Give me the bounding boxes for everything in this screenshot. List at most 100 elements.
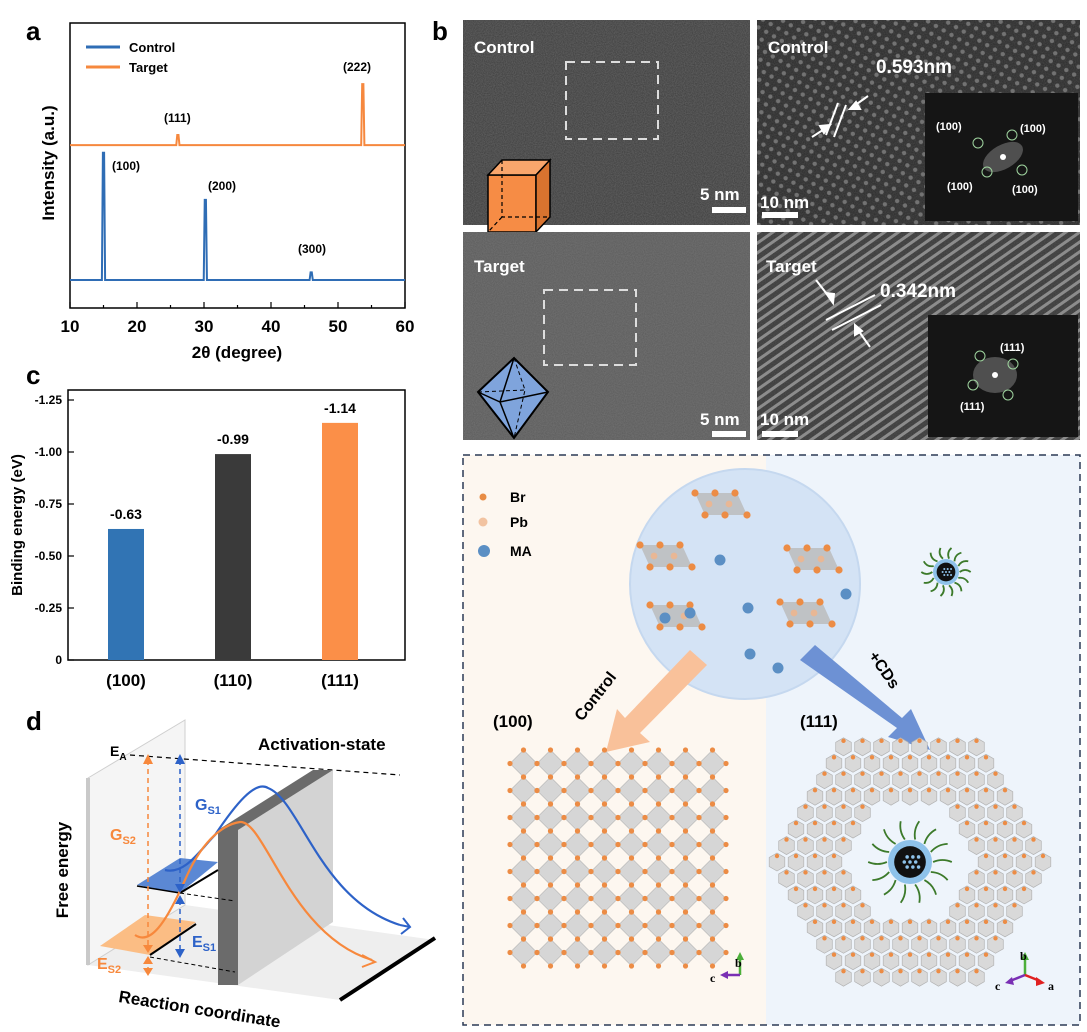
bar-111 [322, 422, 358, 660]
br-atom [812, 886, 818, 892]
pbbr6-octahedron [977, 819, 995, 839]
br-atom [601, 909, 608, 915]
peak-label: (100) [112, 159, 140, 173]
br-atom [964, 919, 970, 925]
br-atom [696, 895, 702, 902]
br-atom [547, 747, 554, 753]
pbbr6-octahedron [768, 852, 786, 872]
pbbr6-octahedron [996, 852, 1014, 872]
graphitic-ring [944, 570, 948, 574]
ma-molecule [772, 662, 784, 674]
pbbr6-octahedron [1006, 901, 1023, 921]
br-atom [806, 620, 814, 628]
scale-bar [712, 207, 746, 213]
br-atom [926, 787, 932, 793]
ma-molecule [742, 602, 754, 614]
br-atom [507, 787, 513, 794]
br-atom [776, 598, 784, 606]
br-atom [1040, 853, 1046, 859]
svg-text:a: a [1048, 979, 1054, 993]
br-atom [520, 747, 527, 753]
ligand-chain [867, 861, 888, 865]
pb-atom [725, 500, 733, 508]
pbbr6-octahedron [873, 967, 890, 987]
br-atom [964, 755, 970, 760]
br-atom [831, 755, 837, 760]
br-atom [879, 968, 884, 974]
pbbr6-octahedron [797, 869, 814, 888]
fft-label: (100) [1020, 123, 1046, 135]
pbbr6-octahedron [825, 885, 843, 905]
scale-bar-label: 5 nm [700, 185, 740, 204]
br-atom [955, 968, 960, 974]
br-atom [655, 774, 662, 780]
br-atom [831, 787, 837, 793]
ligand-chain [871, 843, 890, 853]
br-atom [974, 936, 979, 941]
br-atom [669, 814, 675, 821]
ligand-chain [948, 584, 954, 597]
br-atom [547, 801, 554, 807]
br-atom [669, 868, 675, 875]
pbbr6-octahedron [911, 770, 928, 790]
br-atom [628, 828, 635, 834]
br-atom [682, 801, 689, 807]
precursor-clusters [636, 489, 852, 674]
graphitic-ring [950, 567, 953, 571]
pbbr6-octahedron [968, 770, 985, 790]
br-atom [907, 919, 913, 925]
graphitic-ring [948, 570, 951, 574]
pbbr6-octahedron [968, 901, 985, 921]
pbbr6-octahedron [1015, 819, 1033, 839]
br-atom [507, 949, 513, 956]
tem-control-high-res: Control 0.593nm (100) (100) (100) (100) … [757, 20, 1080, 225]
br-atom [907, 755, 913, 760]
pbbr6-octahedron [892, 934, 909, 954]
br-atom [696, 760, 702, 767]
x-tick-label: 10 [61, 317, 80, 336]
br-atom [628, 855, 635, 861]
pbbr6-octahedron [1006, 836, 1023, 855]
br-atom [796, 598, 804, 606]
br-atom [642, 760, 648, 767]
br-atom [547, 774, 554, 780]
br-atom [828, 620, 836, 628]
br-atom [926, 755, 932, 760]
graphitic-ring [913, 860, 918, 864]
pbbr6-octahedron [996, 786, 1014, 806]
br-atom [615, 841, 621, 848]
br-atom [721, 511, 729, 519]
graphitic-ring [950, 573, 953, 577]
br-atom [983, 787, 989, 793]
graphitic-ring [916, 855, 921, 859]
br-atom [955, 903, 960, 908]
br-atom [850, 886, 856, 892]
br-atom [835, 566, 843, 574]
panel-label-d: d [26, 706, 42, 736]
br-atom [709, 774, 716, 780]
br-atom [601, 801, 608, 807]
pbbr6-octahedron [939, 951, 957, 971]
br-atom [723, 814, 729, 821]
br-atom [879, 771, 884, 776]
bar-y-axis-label: Binding energy (eV) [9, 454, 26, 596]
br-atom [547, 963, 554, 969]
br-atom [723, 949, 729, 956]
br-atom [646, 563, 654, 571]
br-atom [1021, 853, 1027, 859]
br-atom [945, 787, 951, 793]
tem-label: Control [768, 38, 828, 57]
pbbr6-octahedron [930, 770, 947, 790]
br-atom [983, 820, 989, 826]
br-atom [850, 820, 856, 826]
carbon-dot-icon [867, 820, 953, 904]
tem-label: Control [474, 38, 534, 57]
xrd-series [70, 83, 405, 282]
y-tick-label: -0.50 [35, 549, 63, 563]
br-atom [676, 623, 684, 631]
pbbr6-octahedron [844, 753, 862, 773]
ma-molecule [744, 648, 756, 660]
graphitic-ring [902, 860, 907, 864]
pbbr6-octahedron [854, 901, 871, 921]
br-atom [907, 787, 913, 793]
